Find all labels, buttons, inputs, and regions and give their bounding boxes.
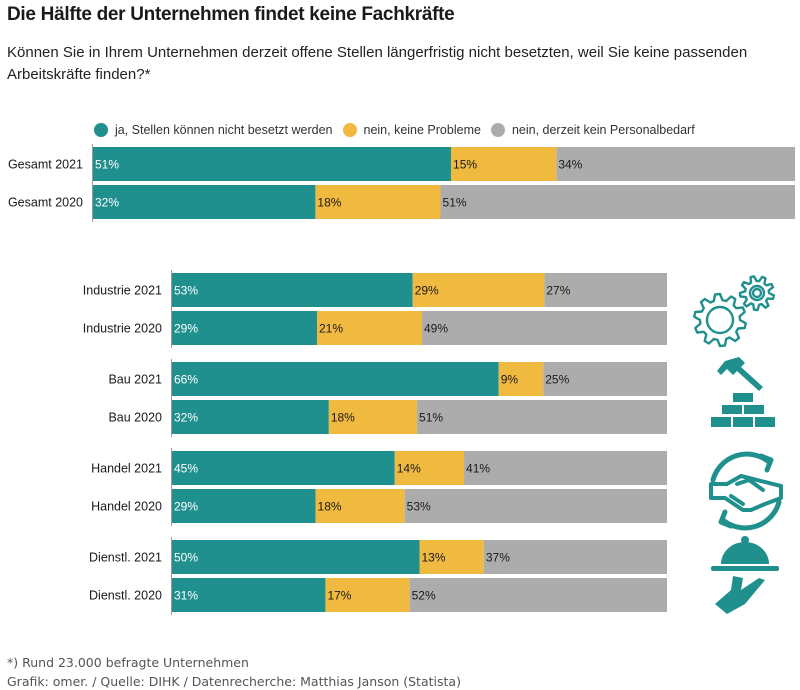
bar-segment-kein-bedarf [440, 185, 795, 219]
data-label: 27% [546, 284, 570, 298]
bar-segment-ja [172, 578, 326, 612]
category-label: Gesamt 2021 [8, 158, 83, 172]
bar-segment-ja [172, 273, 413, 307]
bar-segment-kein-bedarf [422, 311, 667, 345]
data-label: 52% [412, 589, 436, 603]
hammer-bricks-icon [711, 357, 775, 427]
legend-label-ja: ja, Stellen können nicht besetzt werden [115, 123, 333, 137]
data-label: 51% [419, 411, 443, 425]
category-label: Dienstl. 2021 [89, 551, 162, 565]
data-label: 21% [319, 322, 343, 336]
category-label: Handel 2020 [91, 500, 162, 514]
data-label: 29% [174, 322, 198, 336]
data-label: 53% [174, 284, 198, 298]
data-label: 29% [174, 500, 198, 514]
gears-icon [693, 275, 775, 348]
bar-segment-kein-bedarf [417, 400, 667, 434]
bar-segment-ja [172, 400, 329, 434]
data-label: 18% [331, 411, 355, 425]
bar-segment-ja [172, 311, 317, 345]
data-label: 45% [174, 462, 198, 476]
category-label: Handel 2021 [91, 462, 162, 476]
bar-segment-nein-probleme [315, 185, 441, 219]
category-label: Industrie 2021 [83, 284, 162, 298]
legend-item-kein-bedarf: nein, derzeit kein Personalbedarf [490, 123, 695, 137]
data-label: 14% [397, 462, 421, 476]
category-label: Industrie 2020 [83, 322, 162, 336]
bar-segment-nein-probleme [451, 147, 557, 181]
bar-segment-nein-probleme [315, 489, 405, 523]
data-label: 50% [174, 551, 198, 565]
data-label: 9% [501, 373, 519, 387]
bar-segment-kein-bedarf [543, 362, 667, 396]
bar-segment-nein-probleme [412, 273, 545, 307]
legend-swatch-nein-probleme [342, 123, 357, 137]
bar-segment-nein-probleme [328, 400, 418, 434]
chart-subtitle: Können Sie in Ihrem Unternehmen derzeit … [7, 44, 748, 83]
bar-segment-ja [172, 540, 420, 574]
data-label: 49% [424, 322, 448, 336]
category-label: Gesamt 2020 [8, 196, 83, 210]
data-label: 53% [407, 500, 431, 514]
bar-segment-kein-bedarf [483, 540, 667, 574]
data-label: 32% [174, 411, 198, 425]
serving-tray-icon [711, 536, 779, 614]
source-credit: Grafik: omer. / Quelle: DIHK / Datenrech… [7, 674, 461, 689]
data-label: 18% [317, 196, 341, 210]
bar-segment-ja [172, 362, 499, 396]
legend-item-ja: ja, Stellen können nicht besetzt werden [94, 123, 333, 137]
data-label: 18% [318, 500, 342, 514]
bar-segment-ja [172, 451, 395, 485]
bar-segment-kein-bedarf [464, 451, 667, 485]
data-label: 15% [453, 158, 477, 172]
category-label: Dienstl. 2020 [89, 589, 162, 603]
data-label: 66% [174, 373, 198, 387]
data-label: 41% [466, 462, 490, 476]
data-label: 51% [443, 196, 467, 210]
bar-segment-ja [172, 489, 316, 523]
legend-swatch-kein-bedarf [490, 123, 505, 137]
data-label: 25% [545, 373, 569, 387]
bar-segment-ja [93, 147, 452, 181]
data-label: 29% [415, 284, 439, 298]
bar-segment-kein-bedarf [556, 147, 795, 181]
legend-item-nein-probleme: nein, keine Probleme [342, 123, 481, 137]
data-label: 31% [174, 589, 198, 603]
legend-label-nein-probleme: nein, keine Probleme [363, 123, 481, 137]
bar-segment-nein-probleme [498, 362, 544, 396]
category-label: Bau 2020 [108, 411, 162, 425]
bar-segment-kein-bedarf [409, 578, 667, 612]
bar-segment-nein-probleme [325, 578, 410, 612]
data-label: 51% [95, 158, 119, 172]
bar-segment-kein-bedarf [544, 273, 667, 307]
bar-segment-nein-probleme [317, 311, 422, 345]
bar-segment-kein-bedarf [404, 489, 667, 523]
data-label: 13% [422, 551, 446, 565]
legend-label-kein-bedarf: nein, derzeit kein Personalbedarf [511, 123, 695, 137]
data-label: 32% [95, 196, 119, 210]
bar-segment-nein-probleme [394, 451, 465, 485]
data-label: 37% [486, 551, 510, 565]
chart-title: Die Hälfte der Unternehmen findet keine … [7, 4, 455, 25]
handshake-icon [709, 451, 783, 531]
data-label: 34% [558, 158, 582, 172]
footnote: *) Rund 23.000 befragte Unternehmen [7, 655, 249, 670]
bar-segment-nein-probleme [419, 540, 484, 574]
legend: ja, Stellen können nicht besetzt werden … [94, 123, 705, 137]
data-label: 17% [327, 589, 351, 603]
category-label: Bau 2021 [108, 373, 162, 387]
legend-swatch-ja [94, 123, 108, 137]
bar-segment-ja [93, 185, 316, 219]
